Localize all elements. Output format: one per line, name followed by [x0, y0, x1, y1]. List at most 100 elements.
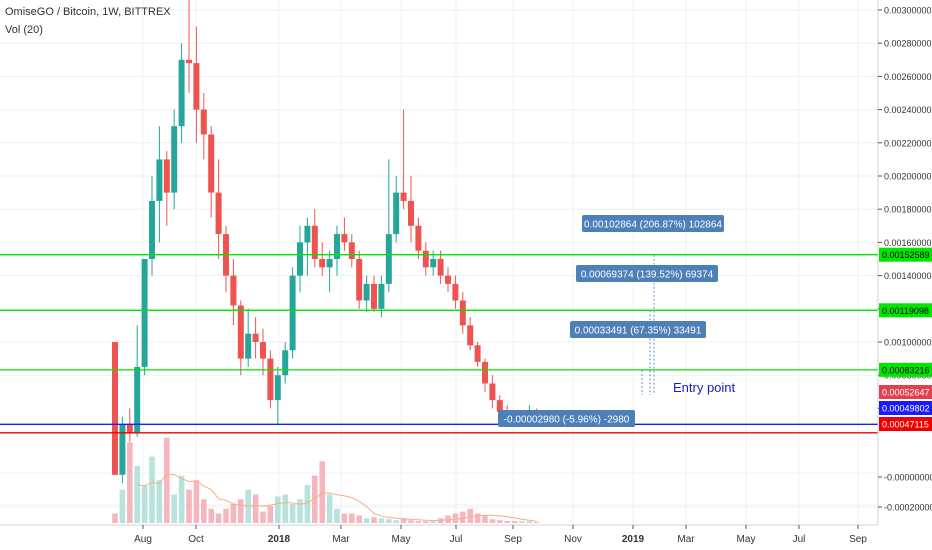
- measure-label-box: [582, 215, 724, 232]
- volume-bar: [141, 485, 148, 523]
- volume-bar: [319, 461, 325, 523]
- volume-bar: [208, 508, 214, 523]
- price-tag-label: 0.00083216: [882, 365, 930, 375]
- volume-bar: [334, 508, 340, 523]
- candle-body: [467, 325, 474, 346]
- volume-bar: [349, 513, 355, 523]
- x-tick-label: Nov: [564, 534, 582, 545]
- volume-bar: [215, 513, 222, 523]
- volume-bar: [386, 519, 392, 523]
- candle-layer: [112, 0, 540, 484]
- volume-bar: [171, 494, 177, 523]
- volume-bar: [534, 522, 540, 523]
- candle-body: [334, 234, 340, 259]
- candle-body: [178, 59, 185, 127]
- candle-body: [119, 425, 126, 475]
- volume-bar: [489, 519, 496, 523]
- volume-bar: [326, 494, 333, 523]
- price-tag: [879, 417, 932, 431]
- candle-body: [430, 259, 437, 268]
- y-tick-label: 0.00220000: [884, 138, 932, 148]
- volume-bar: [363, 518, 370, 523]
- candle-body: [156, 159, 163, 201]
- candle-body: [482, 361, 488, 384]
- volume-bar: [482, 515, 488, 523]
- volume-bar: [304, 485, 311, 523]
- volume-bar: [223, 508, 229, 523]
- volume-bar: [504, 521, 510, 523]
- candle-body: [200, 109, 207, 135]
- volume-bar: [393, 520, 399, 523]
- x-tick-label: May: [737, 534, 756, 545]
- volume-bar: [178, 475, 185, 523]
- y-tick-label: 0.00200000: [884, 172, 932, 182]
- volume-bar: [400, 518, 407, 523]
- y-tick-label: 0.00160000: [884, 238, 932, 248]
- price-tag-label: 0.00152589: [882, 250, 930, 260]
- price-tag-label: 0.00049802: [882, 404, 930, 414]
- price-tag: [879, 385, 932, 399]
- price-tag: [879, 362, 932, 377]
- x-tick-label: 2019: [622, 534, 645, 545]
- volume-bar: [460, 511, 466, 523]
- volume-bar: [430, 520, 436, 523]
- volume-bar: [282, 494, 288, 523]
- candle-body: [193, 63, 200, 110]
- candle-body: [267, 358, 274, 401]
- candle-body: [393, 192, 400, 235]
- candle-body: [149, 200, 155, 259]
- measure-label: 0.00069374 (139.52%) 69374: [581, 270, 714, 281]
- candle-body: [163, 159, 170, 193]
- volume-bar: [149, 456, 155, 523]
- volume-bar: [452, 513, 459, 523]
- volume-bar: [267, 505, 274, 523]
- candle-body: [171, 126, 178, 193]
- candle-body: [126, 425, 133, 434]
- candle-body: [311, 225, 318, 259]
- y-tick-label: 0.00300000: [884, 6, 932, 16]
- candle-body: [378, 283, 385, 309]
- price-tag: [879, 303, 932, 318]
- candle-body: [326, 259, 333, 268]
- candle-body: [459, 300, 466, 326]
- candle-body: [304, 225, 311, 243]
- level-layer: [0, 254, 878, 434]
- volume-bar: [341, 513, 348, 523]
- volume-bar: [423, 521, 429, 523]
- candle-body: [112, 342, 118, 475]
- measure-label-box: [576, 265, 718, 282]
- candle-body: [245, 333, 252, 359]
- y-tick-label: -0.00020000: [884, 503, 932, 513]
- volume-bar: [193, 480, 200, 523]
- volume-bar: [238, 499, 244, 523]
- y-tick-label: 0.00260000: [884, 72, 932, 82]
- x-tick-label: Sep: [504, 534, 522, 545]
- candle-body: [260, 342, 266, 359]
- candle-body: [363, 283, 370, 301]
- price-tag: [879, 401, 932, 415]
- volume-bar: [112, 513, 118, 523]
- y-axis-panel: [878, 0, 932, 550]
- candle-body: [496, 400, 503, 412]
- candle-body: [452, 283, 459, 301]
- x-tick-label: Jul: [793, 534, 806, 545]
- y-tick-label: -0.00000000: [884, 473, 932, 483]
- volume-bar: [519, 521, 525, 523]
- candle-body: [341, 234, 348, 243]
- y-tick-label: 0.00100000: [884, 338, 932, 348]
- volume-bar: [408, 520, 414, 523]
- candle-body: [348, 242, 355, 259]
- volume-bar: [497, 520, 503, 523]
- candle-body: [356, 259, 363, 301]
- candle-body: [319, 259, 326, 268]
- volume-bar: [445, 515, 451, 523]
- volume-bar: [467, 508, 473, 523]
- candle-body: [134, 366, 141, 434]
- candle-body: [289, 275, 296, 351]
- candle-body: [445, 275, 451, 284]
- y-tick-label: 0.00140000: [884, 271, 932, 281]
- volume-bar: [526, 521, 533, 523]
- volume-bar: [186, 489, 192, 523]
